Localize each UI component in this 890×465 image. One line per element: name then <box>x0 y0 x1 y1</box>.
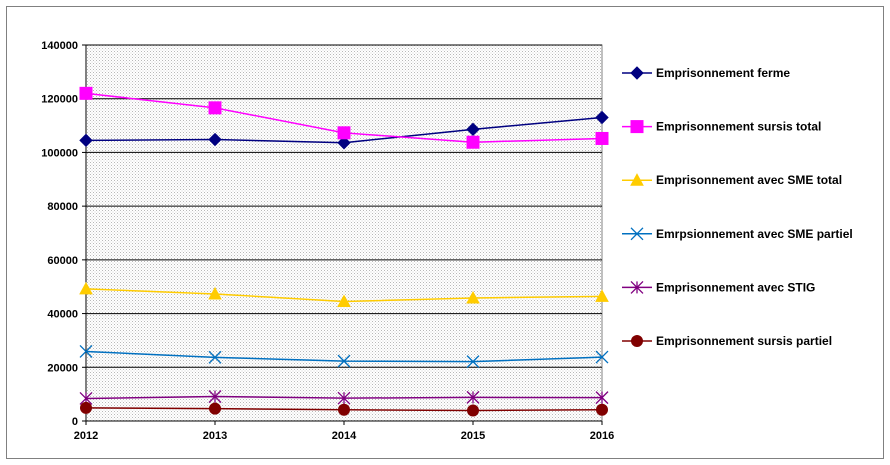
data-point <box>466 122 480 137</box>
legend-marker <box>630 173 644 186</box>
x-tick-label: 2012 <box>74 430 98 442</box>
gridlines <box>86 44 602 368</box>
axes <box>82 44 603 425</box>
data-point <box>595 391 609 405</box>
y-tick-label: 120000 <box>41 94 78 106</box>
legend-label: Emprisonnement ferme <box>656 66 790 80</box>
legend-label: Emprisonnement sursis total <box>656 120 821 134</box>
data-point <box>466 135 480 149</box>
x-tick-label: 2014 <box>332 430 357 442</box>
data-point <box>466 355 480 369</box>
data-point <box>79 86 93 100</box>
legend-label: Emprisonnement sursis partiel <box>656 334 832 348</box>
y-tick-label: 80000 <box>47 201 78 213</box>
legend-entry: Emprisonnement avec SME total <box>622 173 842 187</box>
legend-label: Emrpsionnement avec SME partiel <box>656 227 853 241</box>
y-tick-label: 0 <box>72 416 78 428</box>
data-point <box>338 403 350 416</box>
y-tick-label: 100000 <box>41 147 78 159</box>
x-axis-ticks: 2012 2013 2014 2015 2016 <box>74 430 614 442</box>
data-point <box>595 350 609 364</box>
data-point <box>595 289 609 302</box>
data-point <box>467 404 479 417</box>
data-point <box>337 126 351 140</box>
legend-entry: Emrpsionnement avec SME partiel <box>622 227 853 241</box>
data-point <box>595 110 609 125</box>
legend-entry: Emprisonnement sursis partiel <box>622 334 832 348</box>
data-point <box>80 401 92 414</box>
data-point <box>337 294 351 307</box>
data-point <box>208 101 222 115</box>
data-point <box>596 403 608 416</box>
y-axis-ticks: 0 20000 40000 60000 80000 100000 120000 140000 <box>41 40 78 428</box>
data-point <box>595 131 609 145</box>
legend-label: Emprisonnement avec SME total <box>656 173 842 187</box>
legend-entry: Emprisonnement sursis total <box>622 120 821 134</box>
legend-marker <box>630 120 644 134</box>
data-point <box>466 290 480 304</box>
legend-label: Emprisonnement avec STIG <box>656 280 815 294</box>
legend-marker <box>630 66 644 80</box>
data-point <box>79 344 93 358</box>
legend-marker <box>631 335 643 347</box>
series-lines <box>79 86 609 417</box>
legend: Emprisonnement ferme Emprisonnement sursi… <box>622 66 853 348</box>
legend-marker <box>630 280 644 294</box>
data-point <box>208 390 222 404</box>
data-point <box>208 286 222 300</box>
data-point <box>208 132 222 147</box>
data-point <box>79 281 93 295</box>
x-tick-label: 2013 <box>203 430 227 442</box>
data-point <box>466 390 480 404</box>
y-tick-label: 60000 <box>47 255 78 267</box>
y-tick-label: 140000 <box>41 40 78 52</box>
legend-entry: Emprisonnement ferme <box>622 66 790 80</box>
data-point <box>208 350 222 364</box>
x-tick-label: 2016 <box>590 430 614 442</box>
legend-entry: Emprisonnement avec STIG <box>622 280 815 294</box>
data-point <box>337 354 351 368</box>
y-tick-label: 40000 <box>47 309 78 321</box>
x-tick-label: 2015 <box>461 430 485 442</box>
data-point <box>337 136 351 150</box>
plot-area <box>85 44 603 422</box>
y-tick-label: 20000 <box>47 362 78 374</box>
data-point <box>79 133 93 148</box>
data-point <box>337 391 351 405</box>
data-point <box>209 402 221 415</box>
legend-marker <box>630 227 644 241</box>
